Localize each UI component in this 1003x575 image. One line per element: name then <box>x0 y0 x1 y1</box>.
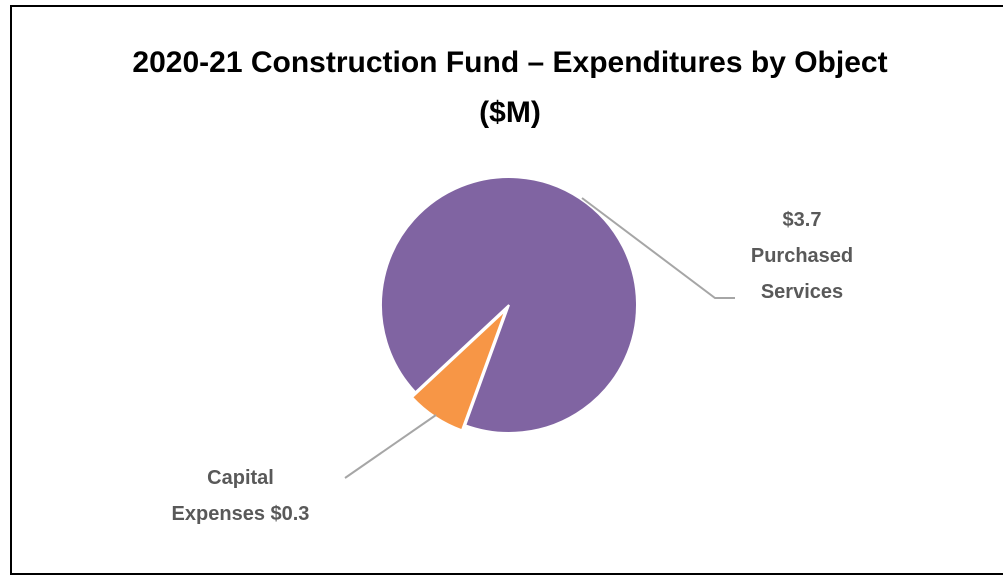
data-label: $3.7 Purchased Services <box>742 202 862 310</box>
chart-title: 2020-21 Construction Fund – Expenditures… <box>132 46 888 129</box>
value-label: $0.3 <box>270 503 310 525</box>
category-label: Capital Expenses <box>171 467 274 525</box>
page: 2020-21 Construction Fund – Expenditures… <box>10 5 1003 575</box>
chart <box>344 176 735 479</box>
pie-slice <box>380 176 638 434</box>
leader-line <box>581 197 735 299</box>
value-label: $3.7 <box>782 209 822 231</box>
data-label: Capital Expenses $0.3 <box>163 460 318 532</box>
leader-line <box>344 414 437 479</box>
category-label: Purchased Services <box>750 245 854 303</box>
